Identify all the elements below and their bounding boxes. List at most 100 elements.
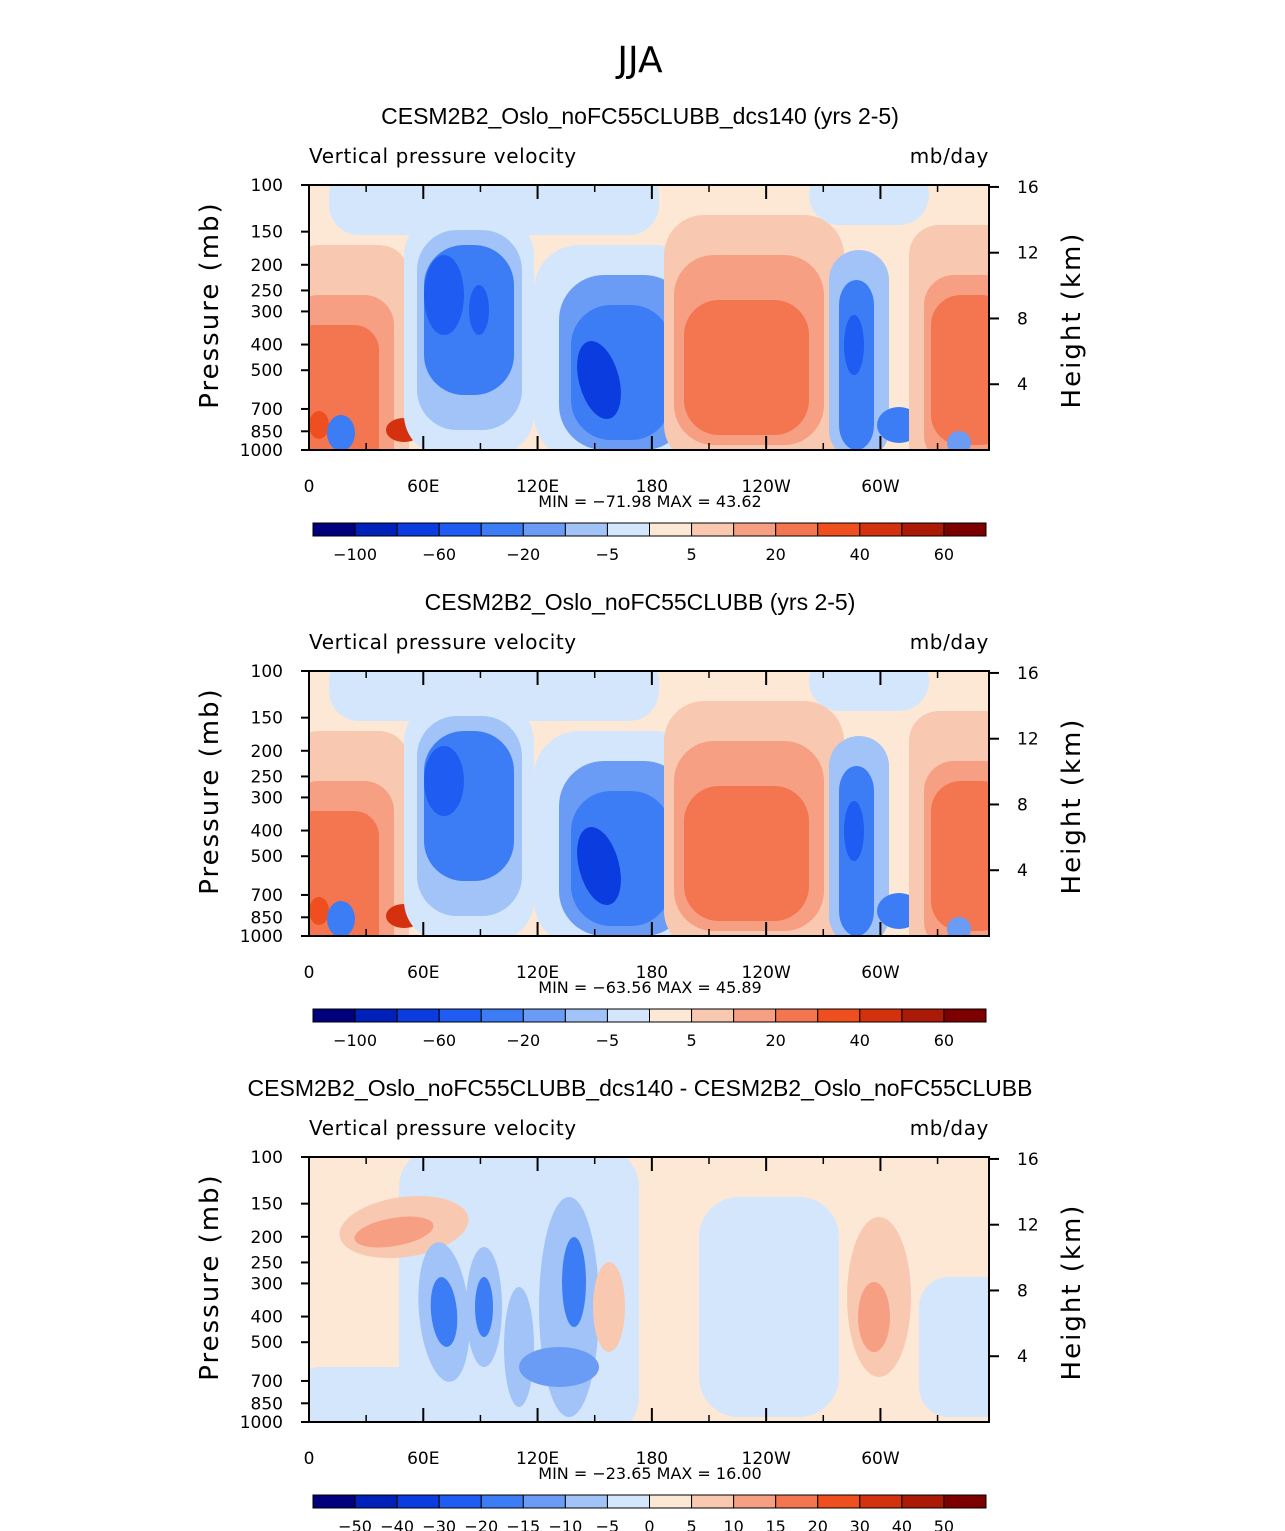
colorbar-swatch (396, 1494, 440, 1509)
x-tick-label: 120E (516, 477, 559, 497)
colorbar-swatch (817, 522, 861, 537)
colorbar-label: −15 (506, 1517, 540, 1531)
h-tick-label: 16 (1017, 178, 1039, 198)
diff-blue-5 (519, 1347, 599, 1387)
h-tick-label: 4 (1017, 861, 1028, 881)
colorbar-swatch (943, 1008, 987, 1023)
colorbar-swatch (354, 1008, 398, 1023)
colorbar-swatch (733, 1008, 777, 1023)
colorbar-swatch (522, 1494, 566, 1509)
y-tick-label: 150 (251, 1195, 283, 1215)
red-west-3 (309, 325, 379, 450)
colorbar: −50 −40 −30 −20 −15 −10 −5 0 5 10 15 20 30 40 50 (312, 1494, 987, 1531)
y-tick-label: 850 (251, 1394, 283, 1414)
colorbar-swatch (943, 1494, 987, 1509)
y-tick-label: 1000 (240, 441, 283, 461)
colorbar-label: −60 (422, 545, 456, 564)
colorbar-swatch (564, 1008, 608, 1023)
blue-am-core (844, 315, 864, 375)
y-tick-label: 850 (251, 422, 283, 442)
blue-west-core (424, 255, 464, 335)
blue-east-small (947, 917, 971, 936)
diff-blue-4c (562, 1237, 586, 1327)
y-tick-label: 500 (251, 361, 283, 381)
upper-light-blue-east (809, 671, 929, 711)
colorbar-swatch (901, 1008, 945, 1023)
red-east-3 (931, 781, 989, 931)
panel-1: CESM2B2_Oslo_noFC55CLUBB_dcs140 (yrs 2-5… (195, 103, 1087, 564)
colorbar-swatch (480, 1494, 524, 1509)
upper-light-blue (329, 185, 659, 235)
colorbar-swatch (691, 522, 735, 537)
y-tick-label: 200 (251, 256, 283, 276)
red-west-core-2 (309, 897, 329, 925)
colorbar-label: −5 (596, 1031, 620, 1050)
colorbar-swatch (396, 1008, 440, 1023)
red-west-3 (309, 811, 379, 936)
colorbar-swatch (312, 522, 356, 537)
colorbar-swatch (606, 522, 650, 537)
colorbar-swatch (775, 522, 819, 537)
colorbar-swatch (817, 1494, 861, 1509)
y-tick-label: 700 (251, 886, 283, 906)
y-tick-label: 250 (251, 1253, 283, 1273)
upper-light-blue-east (809, 185, 929, 225)
diff-red-east-c (858, 1282, 890, 1352)
colorbar-label: 10 (723, 1517, 743, 1531)
diff-light-blue-4 (309, 1367, 419, 1422)
red-pac-3 (684, 300, 809, 435)
colorbar-swatch (733, 1494, 777, 1509)
y-tick-label: 300 (251, 302, 283, 322)
colorbar-swatch (775, 1494, 819, 1509)
colorbar-swatch (691, 1008, 735, 1023)
colorbar-label: −10 (548, 1517, 582, 1531)
blue-am-core (844, 801, 864, 861)
panel-2: CESM2B2_Oslo_noFC55CLUBB (yrs 2-5) Vertic… (195, 589, 1087, 1050)
y-tick-label: 300 (251, 788, 283, 808)
colorbar-label: 20 (766, 545, 786, 564)
variable-label: Vertical pressure velocity (309, 144, 577, 168)
colorbar-swatch (901, 522, 945, 537)
x-tick-label: 120W (742, 477, 791, 497)
contour-field (309, 671, 989, 936)
colorbar-label: 60 (934, 545, 954, 564)
colorbar-label: 5 (686, 1517, 696, 1531)
x-tick-label: 60E (407, 1449, 439, 1469)
y-tick-label: 500 (251, 847, 283, 867)
y-axis-label: Pressure (mb) (195, 201, 225, 408)
panel-title: CESM2B2_Oslo_noFC55CLUBB (yrs 2-5) (425, 589, 856, 615)
y-tick-label: 500 (251, 1333, 283, 1353)
y-tick-label: 300 (251, 1274, 283, 1294)
blue-west-core-2 (469, 285, 489, 335)
colorbar-label: 15 (766, 1517, 786, 1531)
x-tick-label: 60W (861, 963, 900, 983)
h-tick-label: 8 (1017, 309, 1028, 329)
colorbar-label: −20 (506, 1031, 540, 1050)
h-tick-label: 8 (1017, 795, 1028, 815)
colorbar-swatch (354, 1494, 398, 1509)
colorbar-swatch (649, 1494, 693, 1509)
colorbar-label: 40 (850, 545, 870, 564)
variable-label: Vertical pressure velocity (309, 1116, 577, 1140)
y-tick-label: 850 (251, 908, 283, 928)
y-axis-label: Pressure (mb) (195, 1173, 225, 1380)
min-max-label: MIN = −71.98 MAX = 43.62 (538, 492, 761, 511)
x-tick-label: 180 (636, 963, 668, 983)
h-tick-label: 16 (1017, 664, 1039, 684)
panel-3: CESM2B2_Oslo_noFC55CLUBB_dcs140 - CESM2B… (195, 1075, 1087, 1531)
variable-label: Vertical pressure velocity (309, 630, 577, 654)
colorbar-swatch (480, 522, 524, 537)
colorbar-label: −100 (333, 1031, 377, 1050)
colorbar-swatch (564, 1494, 608, 1509)
y-tick-label: 100 (251, 176, 283, 196)
diff-light-blue-3 (919, 1277, 989, 1417)
y-tick-label: 100 (251, 1148, 283, 1168)
diff-blue-3 (504, 1287, 534, 1407)
blue-east-small (947, 431, 971, 450)
y-tick-label: 700 (251, 1372, 283, 1392)
units-label: mb/day (910, 1116, 989, 1140)
blue-central-core (577, 341, 621, 419)
colorbar-label: 5 (686, 545, 696, 564)
y-tick-label: 400 (251, 1308, 283, 1328)
